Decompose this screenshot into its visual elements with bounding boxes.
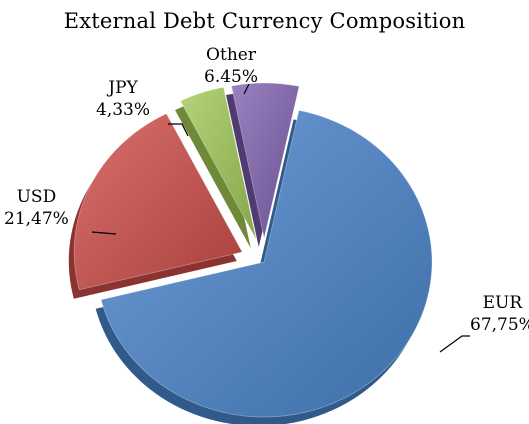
slice-value-eur: 67,75%: [470, 315, 529, 335]
pie-slice-jpy-edge: [175, 96, 251, 249]
pie-slice-other: [230, 82, 300, 239]
slice-value-usd: 21,47%: [4, 209, 69, 229]
slice-name-usd: USD: [16, 187, 57, 207]
slice-name-other: Other: [206, 45, 256, 65]
slice-name-jpy: JPY: [108, 78, 138, 98]
slice-name-eur: EUR: [482, 293, 523, 313]
pie-slice-usd: [73, 113, 243, 291]
leader-line-eur: [439, 335, 470, 353]
chart-title: External Debt Currency Composition: [63, 9, 466, 33]
pie-slice-eur: [100, 109, 433, 418]
slice-label-eur: EUR 67,75%: [470, 292, 529, 336]
slice-label-other: Other 6.45%: [204, 44, 258, 88]
leader-line-usd: [91, 231, 117, 235]
leader-line-other: [243, 83, 250, 95]
slice-value-other: 6.45%: [204, 67, 259, 87]
slice-label-usd: USD 21,47%: [4, 186, 69, 230]
pie-slice-jpy: [179, 86, 257, 240]
leader-line-jpy: [168, 123, 189, 137]
slice-value-jpy: 4,33%: [96, 100, 151, 120]
slice-label-jpy: JPY 4,33%: [96, 77, 150, 121]
